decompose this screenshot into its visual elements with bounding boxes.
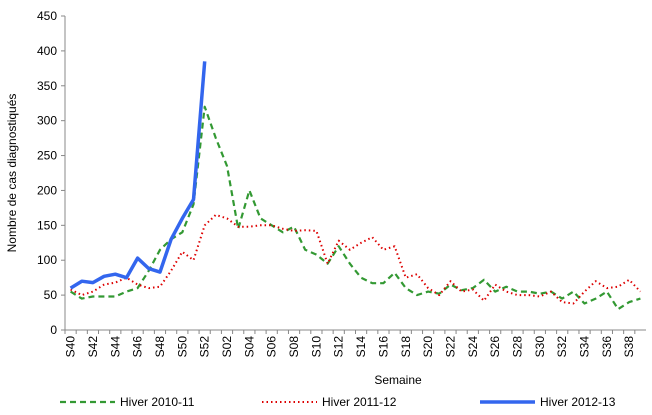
x-tick-label: S16 <box>376 336 390 358</box>
x-tick-label: S28 <box>511 336 525 358</box>
legend-label: Hiver 2012-13 <box>540 395 616 409</box>
legend-label: Hiver 2010-11 <box>120 395 195 409</box>
y-tick-label: 200 <box>37 183 57 197</box>
x-tick-label: S34 <box>578 336 592 358</box>
y-tick-label: 350 <box>37 79 57 93</box>
y-tick-label: 100 <box>37 253 57 267</box>
y-tick-label: 400 <box>37 44 57 58</box>
series-line <box>69 61 207 290</box>
legend-label: Hiver 2011-12 <box>322 395 397 409</box>
x-tick-label: S06 <box>265 336 279 358</box>
y-tick-label: 50 <box>44 288 58 302</box>
x-tick-label: S30 <box>533 336 547 358</box>
x-tick-label: S48 <box>153 336 167 358</box>
x-tick-label: S20 <box>421 336 435 358</box>
y-tick-label: 150 <box>37 218 57 232</box>
x-tick-label: S02 <box>220 336 234 358</box>
x-tick-label: S40 <box>64 336 78 358</box>
y-tick-label: 250 <box>37 149 57 163</box>
x-tick-label: S10 <box>309 336 323 358</box>
x-tick-label: S42 <box>86 336 100 358</box>
x-tick-label: S24 <box>466 336 480 358</box>
x-tick-label: S12 <box>332 336 346 358</box>
x-tick-label: S18 <box>399 336 413 358</box>
x-tick-label: S14 <box>354 336 368 358</box>
x-tick-label: S46 <box>131 336 145 358</box>
x-axis-label: Semaine <box>374 373 422 387</box>
x-tick-label: S08 <box>287 336 301 358</box>
x-tick-label: S26 <box>488 336 502 358</box>
x-tick-label: S36 <box>600 336 614 358</box>
x-tick-label: S38 <box>622 336 636 358</box>
x-tick-label: S44 <box>108 336 122 358</box>
y-tick-label: 0 <box>50 323 57 337</box>
y-axis-label: Nombre de cas diagnostiqués <box>5 94 19 253</box>
series-line <box>70 105 641 311</box>
x-tick-label: S52 <box>198 336 212 358</box>
y-tick-label: 450 <box>37 9 57 23</box>
x-tick-label: S22 <box>443 336 457 358</box>
x-tick-label: S32 <box>555 336 569 358</box>
y-tick-label: 300 <box>37 114 57 128</box>
x-tick-label: S04 <box>242 336 256 358</box>
x-tick-label: S50 <box>175 336 189 358</box>
